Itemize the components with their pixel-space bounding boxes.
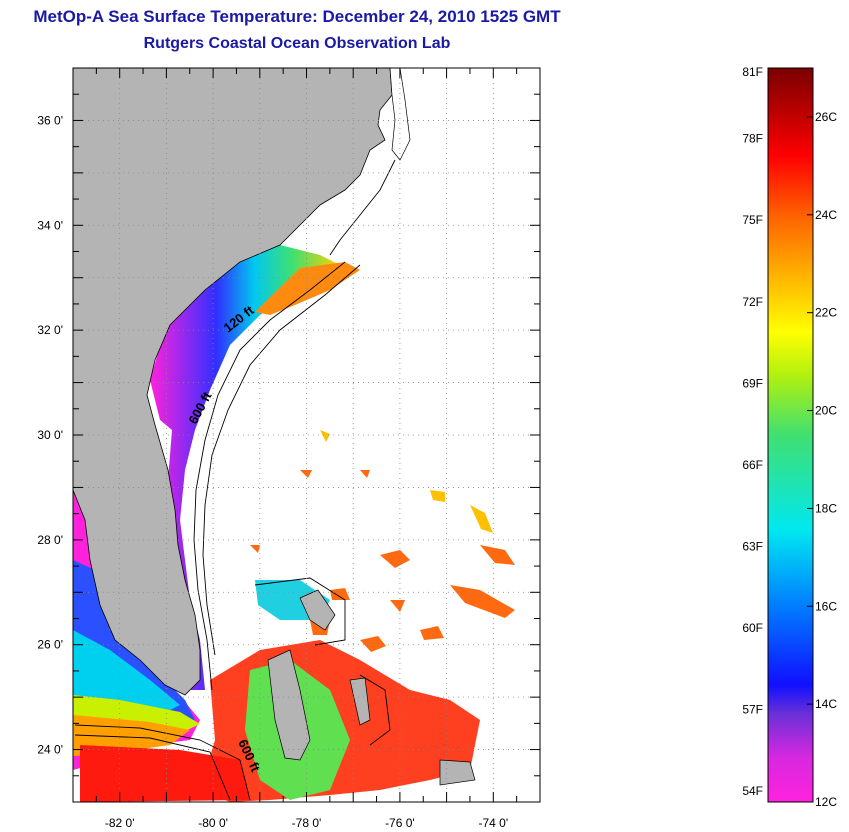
colorbar-f-label: 75F [742, 213, 763, 227]
colorbar-f-label: 57F [742, 703, 763, 717]
sst-scattered-patches [250, 470, 515, 652]
colorbar-c-label: 26C [815, 110, 837, 124]
colorbar-c-label: 24C [815, 208, 837, 222]
map-title: MetOp-A Sea Surface Temperature: Decembe… [33, 7, 561, 26]
map-subtitle: Rutgers Coastal Ocean Observation Lab [143, 35, 451, 52]
colorbar-fahrenheit-labels: 81F 78F 75F 72F 69F 66F 63F 60F 57F 54F [742, 65, 763, 798]
lon-tick-label: -78 0' [292, 816, 322, 830]
map-ticks: -82 0' -80 0' -78 0' -76 0' -74 0' 36 0' 34 0'… [37, 67, 541, 830]
lat-tick-label: 30 0' [37, 428, 63, 442]
sst-gulf-patch-orange [73, 715, 190, 756]
sst-shelf-band [150, 245, 340, 690]
colorbar-f-label: 54F [742, 784, 763, 798]
land-great-abaco [299, 589, 336, 631]
colorbar-c-label: 14C [815, 697, 837, 711]
lat-tick-label: 34 0' [37, 218, 63, 232]
lon-tick-label: -74 0' [478, 816, 508, 830]
colorbar: 81F 78F 75F 72F 69F 66F 63F 60F 57F 54F 26C 24C 22C… [742, 65, 837, 809]
colorbar-f-label: 72F [742, 295, 763, 309]
land-island-cuba-edge [439, 759, 476, 786]
colorbar-f-label: 69F [742, 376, 763, 390]
sst-keys-red [80, 745, 250, 802]
colorbar-f-label: 63F [742, 539, 763, 553]
lon-tick-label: -76 0' [385, 816, 415, 830]
lat-tick-label: 32 0' [37, 323, 63, 337]
lat-tick-label: 24 0' [37, 743, 63, 757]
colorbar-f-label: 78F [742, 132, 763, 146]
lon-tick-label: -80 0' [198, 816, 228, 830]
colorbar-f-label: 60F [742, 621, 763, 635]
land-andros [267, 649, 311, 761]
lat-tick-label: 26 0' [37, 638, 63, 652]
colorbar-c-label: 18C [815, 501, 837, 515]
colorbar-f-label: 81F [742, 65, 763, 79]
sst-yellow-patches [320, 430, 493, 533]
land-mainland [73, 68, 393, 696]
colorbar-f-label: 66F [742, 458, 763, 472]
lat-tick-label: 36 0' [37, 113, 63, 127]
colorbar-c-label: 20C [815, 404, 837, 418]
land-island-east [349, 677, 371, 726]
sst-map [73, 68, 540, 802]
bathymetry-contours [74, 159, 396, 801]
colorbar-c-label: 22C [815, 306, 837, 320]
colorbar-gradient [767, 67, 814, 803]
colorbar-celsius-labels: 26C 24C 22C 20C 18C 16C 14C 12C [807, 110, 837, 809]
lat-tick-label: 28 0' [37, 533, 63, 547]
lon-tick-label: -82 0' [105, 816, 135, 830]
colorbar-c-label: 16C [815, 599, 837, 613]
colorbar-c-label: 12C [815, 795, 837, 809]
sst-shelf-band-edge [255, 262, 360, 315]
